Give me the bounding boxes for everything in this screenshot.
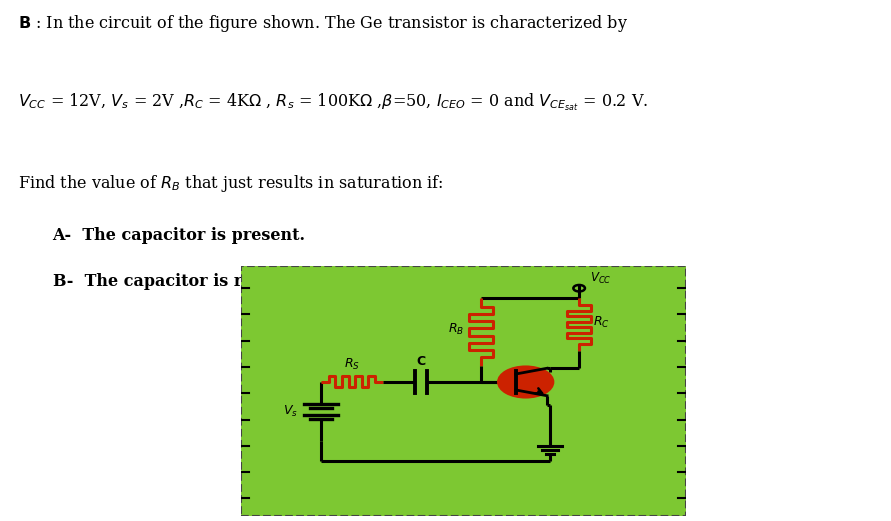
Text: $\mathbf{B}$ : In the circuit of the figure shown. The Ge transistor is characte: $\mathbf{B}$ : In the circuit of the fig… bbox=[18, 14, 627, 34]
Text: $V_{CC}$ = 12V, $V_s$ = 2V ,$R_C$ = 4K$\Omega$ , $R_s$ = 100K$\Omega$ ,$\beta$=5: $V_{CC}$ = 12V, $V_s$ = 2V ,$R_C$ = 4K$\… bbox=[18, 92, 648, 114]
Text: $R_B$: $R_B$ bbox=[448, 322, 464, 337]
Text: $V_s$: $V_s$ bbox=[282, 404, 298, 419]
Text: Find the value of $R_B$ that just results in saturation if:: Find the value of $R_B$ that just result… bbox=[18, 173, 443, 194]
Text: A-  The capacitor is present.: A- The capacitor is present. bbox=[53, 227, 306, 244]
Text: B-  The capacitor is replaced with a short circuit: B- The capacitor is replaced with a shor… bbox=[53, 274, 488, 290]
Circle shape bbox=[498, 366, 553, 398]
Text: $V_{CC}$: $V_{CC}$ bbox=[591, 270, 612, 286]
Text: $R_S$: $R_S$ bbox=[344, 357, 360, 373]
Text: C: C bbox=[416, 355, 426, 368]
Text: $R_C$: $R_C$ bbox=[593, 315, 610, 329]
